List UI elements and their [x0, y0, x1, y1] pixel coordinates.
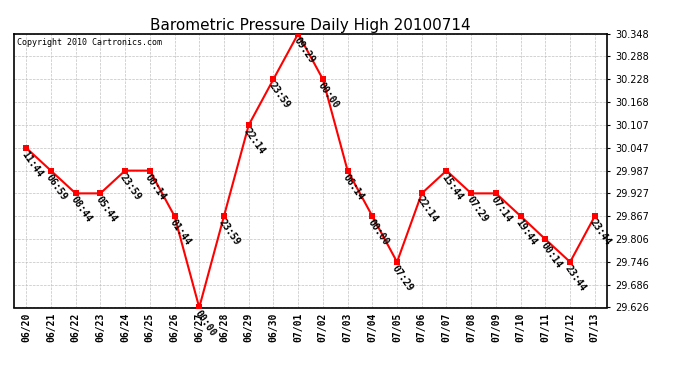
Text: 00:14: 00:14: [539, 241, 564, 270]
Title: Barometric Pressure Daily High 20100714: Barometric Pressure Daily High 20100714: [150, 18, 471, 33]
Text: 06:59: 06:59: [44, 172, 69, 202]
Text: 01:44: 01:44: [168, 217, 193, 247]
Text: 07:29: 07:29: [391, 263, 415, 293]
Text: 22:14: 22:14: [415, 195, 440, 225]
Text: 00:00: 00:00: [193, 309, 217, 339]
Text: 11:44: 11:44: [19, 149, 44, 179]
Text: Copyright 2010 Cartronics.com: Copyright 2010 Cartronics.com: [17, 38, 161, 47]
Text: 08:44: 08:44: [69, 195, 94, 225]
Text: 00:00: 00:00: [316, 81, 341, 110]
Text: 07:14: 07:14: [489, 195, 514, 225]
Text: 23:44: 23:44: [588, 217, 613, 247]
Text: 23:59: 23:59: [118, 172, 144, 202]
Text: 23:44: 23:44: [563, 263, 589, 293]
Text: 15:44: 15:44: [440, 172, 465, 202]
Text: 00:14: 00:14: [143, 172, 168, 202]
Text: 00:00: 00:00: [366, 217, 391, 247]
Text: 22:14: 22:14: [242, 126, 267, 156]
Text: 23:59: 23:59: [217, 217, 242, 247]
Text: 05:44: 05:44: [94, 195, 119, 225]
Text: 07:29: 07:29: [464, 195, 489, 225]
Text: 09:29: 09:29: [291, 35, 317, 65]
Text: 23:59: 23:59: [266, 81, 292, 110]
Text: 06:14: 06:14: [341, 172, 366, 202]
Text: 19:44: 19:44: [514, 217, 539, 247]
